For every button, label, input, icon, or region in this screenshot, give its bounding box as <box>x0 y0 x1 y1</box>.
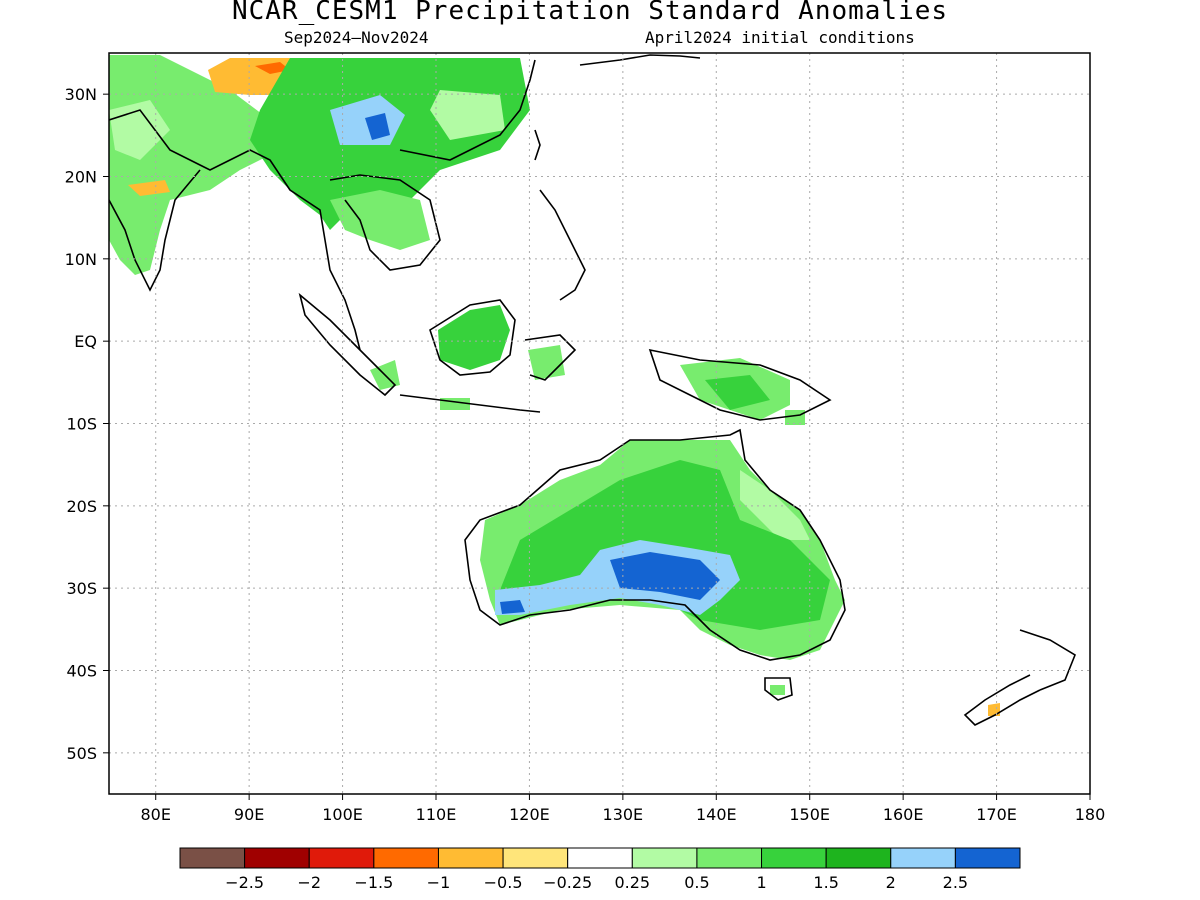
colorbar-swatch <box>761 847 827 869</box>
colorbar-swatch <box>567 847 633 869</box>
lat-tick-label: 10N <box>65 250 97 269</box>
colorbar-swatch <box>373 847 439 869</box>
colorbar-label: −0.5 <box>484 873 523 892</box>
lon-tick-label: 150E <box>789 805 830 824</box>
lat-tick-label: 30S <box>66 579 97 598</box>
map-title: NCAR_CESM1 Precipitation Standard Anomal… <box>231 0 949 26</box>
coast-new-zealand-north <box>1019 629 1076 691</box>
coast-japan <box>579 54 701 66</box>
anomaly-china-core <box>365 113 390 140</box>
colorbar-swatch <box>179 847 246 869</box>
colorbar-swatch <box>244 847 310 869</box>
coast-australia <box>464 428 846 661</box>
lat-tick-label: 20S <box>66 497 97 516</box>
colorbar-swatch <box>825 847 892 869</box>
anomaly-tasmania <box>770 685 785 695</box>
anomaly-australia-peak-west <box>500 600 525 614</box>
anomaly-nz-dry <box>988 703 1000 716</box>
anomaly-india-dry <box>128 180 170 196</box>
lon-tick-label: 110E <box>416 805 457 824</box>
colorbar-swatch <box>631 847 698 869</box>
anomaly-china-light <box>430 90 505 140</box>
lon-tick-label: 120E <box>509 805 550 824</box>
coast-asia-mainland <box>109 109 361 351</box>
colorbar-swatch <box>954 847 1021 869</box>
grid <box>109 53 1091 794</box>
coast-borneo <box>429 299 516 376</box>
colorbar-label: 2.5 <box>943 873 968 892</box>
colorbar-swatch <box>696 847 763 869</box>
coast-sulawesi <box>524 334 577 381</box>
initial-conditions: April2024 initial conditions <box>645 28 915 47</box>
colorbar-swatch <box>437 847 504 869</box>
lat-tick-label: 30N <box>65 85 97 104</box>
map-frame <box>108 52 1091 795</box>
colorbar-swatch <box>308 847 375 869</box>
forecast-period: Sep2024–Nov2024 <box>284 28 429 47</box>
lat-tick-label: EQ <box>74 332 97 351</box>
colorbar-label: −1 <box>427 873 451 892</box>
coast-new-guinea <box>648 348 832 421</box>
colorbar-label: 1 <box>756 873 766 892</box>
colorbar: −2.5 −2 −1.5 −1 −0.5 −0.25 0.25 0.5 1 1.5 2 2.5 <box>179 847 1021 892</box>
lon-tick-label: 140E <box>696 805 737 824</box>
anomaly-borneo <box>438 305 510 370</box>
anomaly-new-guinea-core <box>705 375 770 410</box>
axis-ticks: 80E 90E 100E 110E 120E 130E 140E 150E 160E 170E 18… <box>65 85 1106 824</box>
anomaly-field <box>109 55 1000 716</box>
colorbar-label: −1.5 <box>354 873 393 892</box>
coast-sumatra <box>298 292 397 397</box>
lat-tick-label: 20N <box>65 168 97 187</box>
coastlines <box>109 54 1076 726</box>
colorbar-label: −2.5 <box>225 873 264 892</box>
colorbar-label: 0.5 <box>684 873 709 892</box>
coast-taiwan <box>534 129 541 161</box>
colorbar-label: 1.5 <box>813 873 838 892</box>
colorbar-label: −2 <box>297 873 321 892</box>
anomaly-indochina <box>330 190 430 250</box>
colorbar-label: −0.25 <box>543 873 592 892</box>
anomaly-tibet-dry-core <box>255 62 290 74</box>
anomaly-sulawesi <box>528 345 565 380</box>
coast-philippines <box>539 189 586 301</box>
lon-tick-label: 80E <box>140 805 170 824</box>
lon-tick-label: 180 <box>1075 805 1106 824</box>
lon-tick-label: 160E <box>883 805 924 824</box>
coast-tasmania <box>764 677 793 701</box>
lon-tick-label: 130E <box>603 805 644 824</box>
coast-new-zealand-south <box>963 674 1041 726</box>
lon-tick-label: 100E <box>322 805 363 824</box>
coast-india <box>109 169 201 292</box>
coast-java <box>399 394 541 413</box>
lon-tick-label: 90E <box>234 805 264 824</box>
anomaly-australia-light-north <box>740 470 810 540</box>
lat-tick-label: 40S <box>66 662 97 681</box>
coast-china-east <box>399 59 536 161</box>
colorbar-label: 2 <box>886 873 896 892</box>
colorbar-swatch <box>502 847 569 869</box>
lat-tick-label: 10S <box>66 415 97 434</box>
colorbar-swatch <box>890 847 956 869</box>
colorbar-label: 0.25 <box>614 873 650 892</box>
lon-tick-label: 170E <box>976 805 1017 824</box>
lat-tick-label: 50S <box>66 744 97 763</box>
anomaly-pacific-small <box>785 410 805 425</box>
coast-indochina <box>329 174 441 271</box>
